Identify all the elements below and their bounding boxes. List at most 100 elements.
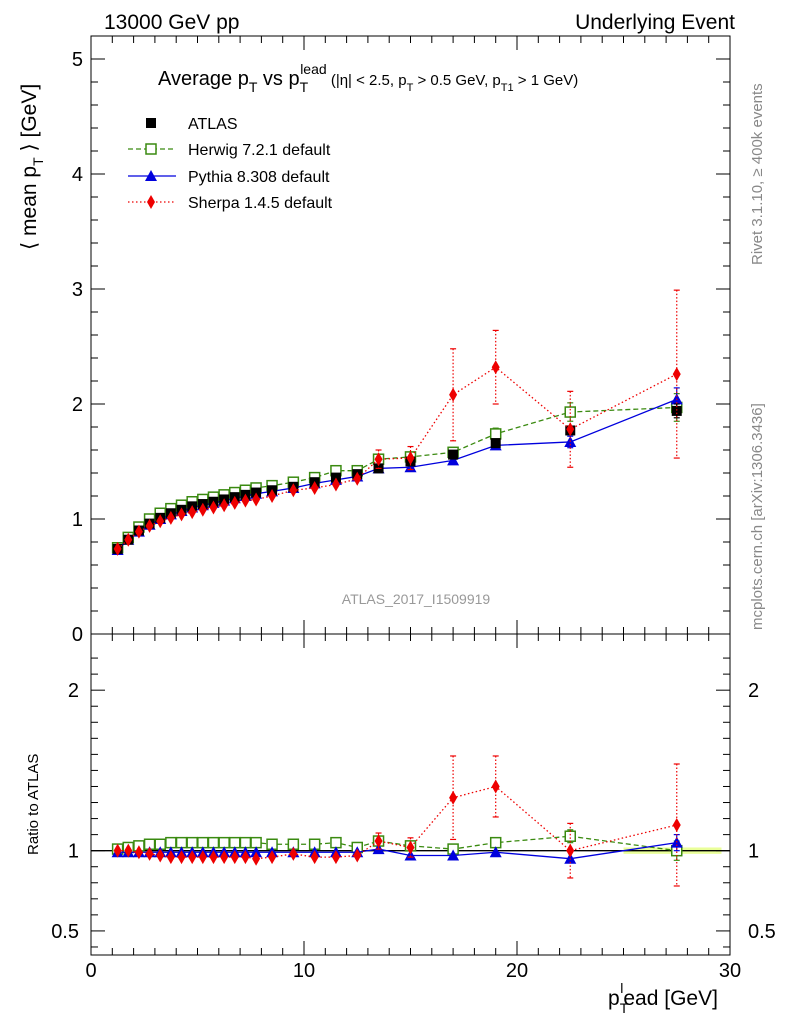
ratio-point-sherpa bbox=[188, 850, 197, 865]
ratio-point-sherpa bbox=[406, 840, 415, 855]
ratio-point-sherpa bbox=[672, 817, 681, 832]
header-right: Underlying Event bbox=[575, 11, 735, 34]
ratio-point-sherpa bbox=[252, 851, 261, 866]
ratio-point-sherpa bbox=[177, 850, 186, 865]
ratio-point-sherpa bbox=[310, 850, 319, 865]
ratio-point-herwig bbox=[239, 836, 252, 849]
main-point-sherpa bbox=[406, 451, 415, 466]
ratio-point-herwig bbox=[218, 836, 230, 849]
main-point-sherpa bbox=[124, 532, 133, 547]
ratio-point-sherpa bbox=[289, 846, 298, 861]
x-tick-label: 30 bbox=[719, 960, 741, 982]
ratio-point-herwig bbox=[564, 830, 576, 842]
ratio-y-tick-label: 1 bbox=[68, 841, 79, 863]
main-y-tick-label: 2 bbox=[72, 394, 83, 416]
legend: ATLAS Herwig 7.2.1 default Pythia 8.308 … bbox=[128, 116, 333, 212]
legend-marker-pythia bbox=[145, 170, 157, 181]
x-tick-label: 0 bbox=[85, 960, 96, 982]
ratio-point-pythia bbox=[447, 849, 460, 861]
legend-marker-herwig bbox=[145, 143, 157, 155]
main-point-sherpa bbox=[241, 493, 250, 508]
main-point-sherpa bbox=[566, 422, 575, 437]
ratio-point-sherpa bbox=[566, 843, 575, 858]
ratio-point-pythia bbox=[564, 852, 577, 864]
ratio-point-sherpa bbox=[209, 850, 218, 865]
ratio-y-tick-label: 0.5 bbox=[51, 921, 79, 943]
ratio-point-sherpa bbox=[241, 850, 250, 865]
main-point-atlas bbox=[671, 405, 682, 416]
main-point-sherpa bbox=[374, 452, 383, 467]
axes-layer: 0 1 2 3 4 5 0 10 20 30 0.5 0.5 1 1 2 2 bbox=[51, 36, 776, 982]
ratio-point-herwig bbox=[229, 836, 241, 849]
ratio-y-tick-label-right: 1 bbox=[748, 841, 759, 863]
main-plot-layer bbox=[111, 289, 683, 556]
ratio-point-sherpa bbox=[331, 850, 340, 865]
ratio-y-tick-label-right: 0.5 bbox=[748, 921, 776, 943]
main-point-sherpa bbox=[449, 387, 458, 402]
y-axis-label: ⟨ mean pT ⟩ [GeV] bbox=[18, 84, 46, 250]
main-point-sherpa bbox=[353, 471, 362, 486]
ratio-plot-layer bbox=[91, 755, 730, 887]
ratio-point-herwig bbox=[330, 836, 342, 849]
main-point-sherpa bbox=[252, 492, 261, 507]
ratio-point-herwig bbox=[207, 836, 220, 849]
main-point-sherpa bbox=[113, 541, 122, 556]
main-y-tick-label: 0 bbox=[72, 624, 83, 646]
ratio-point-sherpa bbox=[134, 845, 143, 860]
ratio-y-tick-label: 2 bbox=[68, 680, 79, 702]
plot-title: Average pT vs pTlead (|η| < 2.5, pT > 0.… bbox=[158, 61, 578, 95]
main-point-herwig bbox=[489, 428, 502, 440]
rivet-label: Rivet 3.1.10, ≥ 400k events bbox=[749, 83, 766, 265]
ratio-plot-frame bbox=[90, 633, 731, 956]
mcplots-label: mcplots.cern.ch [arXiv:1306.3436] bbox=[749, 403, 766, 630]
ratio-point-sherpa bbox=[449, 790, 458, 805]
ratio-point-sherpa bbox=[220, 850, 229, 865]
ratio-point-sherpa bbox=[268, 850, 277, 865]
ratio-point-sherpa bbox=[198, 850, 207, 865]
ratio-point-herwig bbox=[175, 836, 188, 849]
main-point-sherpa bbox=[156, 514, 165, 529]
analysis-watermark: ATLAS_2017_I1509919 bbox=[342, 591, 491, 607]
main-line-herwig bbox=[117, 406, 677, 549]
legend-label-atlas: ATLAS bbox=[188, 116, 238, 133]
legend-item-sherpa: Sherpa 1.4.5 default bbox=[128, 195, 333, 212]
x-axis-label: pTlead [GeV] bbox=[608, 980, 718, 1016]
ratio-point-sherpa bbox=[353, 848, 362, 863]
main-line-sherpa bbox=[117, 366, 678, 550]
ratio-point-sherpa bbox=[491, 779, 500, 794]
ratio-point-sherpa bbox=[145, 846, 154, 861]
legend-item-herwig: Herwig 7.2.1 default bbox=[128, 142, 331, 159]
main-y-tick-label: 4 bbox=[72, 164, 83, 186]
header-left: 13000 GeV pp bbox=[104, 11, 239, 34]
legend-label-sherpa: Sherpa 1.4.5 default bbox=[188, 195, 333, 212]
ratio-point-herwig bbox=[186, 836, 198, 849]
ratio-point-pythia bbox=[489, 846, 502, 858]
ratio-y-tick-label-right: 2 bbox=[748, 680, 759, 702]
main-point-sherpa bbox=[230, 495, 239, 510]
legend-item-atlas: ATLAS bbox=[146, 116, 238, 133]
x-tick-label: 20 bbox=[506, 960, 528, 982]
ratio-point-herwig bbox=[489, 836, 502, 849]
x-tick-label: 10 bbox=[293, 960, 315, 982]
main-point-atlas bbox=[490, 438, 501, 449]
ratio-point-sherpa bbox=[156, 848, 165, 863]
main-plot-frame bbox=[90, 35, 731, 635]
ratio-point-sherpa bbox=[166, 850, 175, 865]
main-point-sherpa bbox=[289, 483, 298, 498]
main-point-sherpa bbox=[310, 480, 319, 495]
ratio-point-sherpa bbox=[374, 834, 383, 849]
main-point-sherpa bbox=[145, 518, 154, 533]
legend-item-pythia: Pythia 8.308 default bbox=[128, 169, 330, 186]
ratio-point-sherpa bbox=[230, 850, 239, 865]
main-point-sherpa bbox=[220, 498, 229, 513]
main-line-pythia bbox=[117, 398, 677, 551]
ratio-point-herwig bbox=[250, 836, 262, 849]
main-point-sherpa bbox=[166, 510, 175, 525]
main-point-sherpa bbox=[331, 477, 340, 492]
ratio-point-pythia bbox=[404, 849, 417, 861]
ratio-point-herwig bbox=[165, 836, 177, 849]
ratio-point-herwig bbox=[197, 836, 209, 849]
main-point-sherpa bbox=[672, 367, 681, 382]
main-point-sherpa bbox=[188, 505, 197, 520]
